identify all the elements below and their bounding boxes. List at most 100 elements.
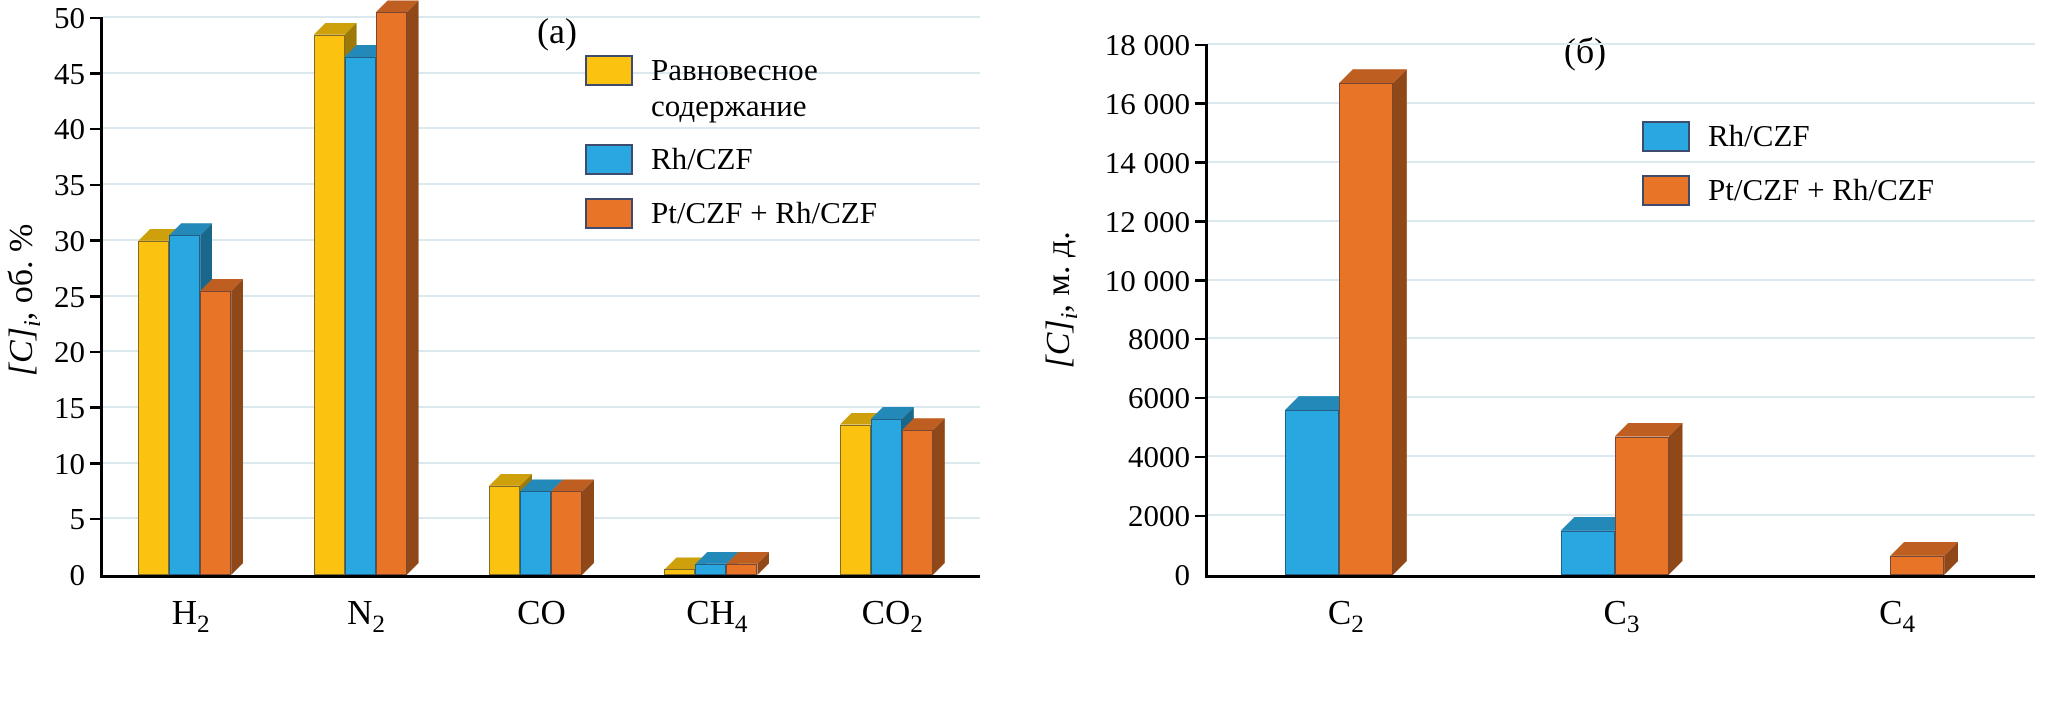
y-tick-label: 6000 — [1128, 380, 1190, 416]
gridline — [103, 294, 980, 297]
gridline — [103, 183, 980, 186]
bar — [901, 430, 933, 575]
bar — [870, 419, 902, 575]
y-tick-label: 8000 — [1128, 321, 1190, 357]
y-tick-label: 0 — [1174, 557, 1191, 592]
y-tick-label: 12 000 — [1104, 203, 1190, 239]
legend-label: Rh/CZF — [651, 141, 753, 177]
y-tick-label: 2000 — [1128, 498, 1190, 534]
chart-b-title: (б) — [1563, 31, 1607, 71]
legend-swatch — [585, 55, 633, 86]
bar — [1284, 410, 1339, 575]
gridline — [1208, 219, 2035, 222]
y-tick-mark — [1195, 220, 1208, 223]
category-label: CO2 — [861, 593, 923, 638]
y-tick-label: 40 — [54, 111, 85, 147]
y-tick-label: 20 — [54, 334, 85, 370]
gridline — [1208, 396, 2035, 399]
gridline — [1208, 337, 2035, 340]
gridline — [103, 16, 980, 18]
y-tick-mark — [1195, 161, 1208, 164]
y-tick-label: 14 000 — [1104, 144, 1190, 180]
bar — [344, 57, 376, 575]
y-tick-mark — [90, 127, 103, 131]
legend-label: Pt/CZF + Rh/CZF — [651, 194, 877, 230]
y-tick-mark — [90, 406, 103, 409]
gridline — [1208, 160, 2035, 163]
bar — [520, 491, 551, 575]
y-tick-label: 5 — [69, 501, 86, 537]
bar — [489, 485, 520, 575]
category-label: C2 — [1327, 593, 1364, 638]
chart-b-legend: Rh/CZF Pt/CZF + Rh/CZF — [1642, 118, 1934, 207]
y-tick-mark — [1195, 455, 1208, 459]
chart-a-plot: 0 5 10 15 20 25 30 35 40 45 50 H2 N2 CO CH4 CO2 — [54, 0, 980, 638]
bar — [726, 563, 758, 575]
category-label: H2 — [171, 593, 210, 638]
bar — [169, 235, 201, 575]
y-tick-mark — [90, 72, 103, 75]
bar — [200, 290, 232, 575]
category-label: C3 — [1603, 593, 1640, 638]
bar — [1338, 83, 1393, 575]
gridline — [103, 238, 980, 241]
y-tick-label: 18 000 — [1104, 27, 1190, 62]
bar — [138, 240, 170, 575]
y-tick-label: 16 000 — [1104, 85, 1190, 121]
y-tick-label: 30 — [54, 222, 85, 258]
category-label: CO — [517, 593, 566, 632]
gridline — [103, 127, 980, 130]
gridline — [103, 350, 980, 353]
legend-swatch — [585, 144, 633, 176]
y-tick-mark — [90, 16, 103, 19]
y-tick-label: 50 — [54, 0, 85, 35]
gridline — [1208, 43, 2035, 45]
legend-label: Равновесное содержание — [651, 52, 818, 123]
y-tick-label: 10 000 — [1104, 262, 1190, 298]
bar — [1890, 555, 1945, 575]
y-tick-mark — [1195, 337, 1208, 341]
y-tick-mark — [1195, 102, 1208, 105]
category-label: N2 — [347, 593, 386, 638]
y-tick-label: 25 — [54, 278, 85, 314]
chart-a: (а) [C]i, об. % 0 5 10 15 20 25 30 35 40 45 50 H2 N2… — [0, 0, 1030, 701]
y-tick-label: 45 — [54, 55, 85, 91]
y-tick-mark — [1195, 396, 1208, 400]
y-tick-mark — [1195, 279, 1208, 282]
legend-item: Rh/CZF — [585, 141, 877, 177]
bar — [839, 424, 871, 575]
bar — [695, 563, 727, 575]
y-axis-units: , м. д. — [1040, 231, 1078, 313]
y-axis-symbol: [C] — [3, 327, 41, 377]
gridline — [103, 405, 980, 408]
bar — [313, 34, 345, 575]
y-tick-mark — [90, 350, 103, 354]
bar — [664, 569, 696, 575]
y-tick-mark — [90, 183, 103, 187]
y-axis-subscript: i — [1055, 312, 1083, 320]
legend-label: Rh/CZF — [1708, 118, 1810, 153]
category-label: CH4 — [686, 593, 748, 638]
legend-item: Pt/CZF + Rh/CZF — [585, 195, 877, 231]
legend-swatch — [585, 197, 633, 229]
chart-b-plot: 0 2000 4000 6000 8000 10 000 12 000 14 000 16 00… — [1105, 27, 2035, 638]
bar — [375, 12, 407, 575]
bar — [1614, 436, 1669, 575]
legend-item: Rh/CZF — [1642, 118, 1934, 154]
gridline — [103, 461, 980, 464]
y-tick-mark — [90, 517, 103, 521]
y-tick-mark — [1195, 514, 1208, 518]
y-axis-units: , об. % — [3, 223, 41, 321]
y-tick-label: 4000 — [1128, 439, 1190, 475]
bar — [551, 491, 582, 575]
gridline — [1208, 101, 2035, 104]
legend-item: Pt/CZF + Rh/CZF — [1642, 172, 1934, 208]
y-axis-subscript: i — [18, 320, 46, 328]
y-tick-label: 10 — [54, 445, 85, 481]
y-tick-label: 35 — [54, 167, 85, 203]
y-tick-mark — [90, 295, 103, 298]
y-tick-label: 0 — [69, 557, 86, 592]
legend-swatch — [1642, 121, 1690, 152]
gridline — [1208, 278, 2035, 281]
